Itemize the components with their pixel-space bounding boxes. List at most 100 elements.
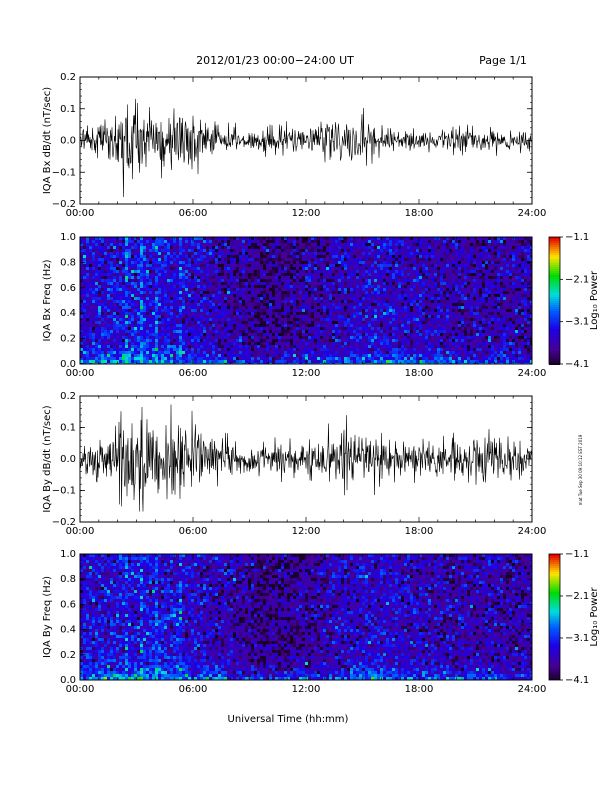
spectrogram-cell [125, 348, 128, 351]
spectrogram-cell [326, 285, 329, 288]
spectrogram-cell [134, 282, 137, 285]
spectrogram-cell [356, 243, 359, 246]
spectrogram-cell [224, 285, 227, 288]
spectrogram-cell [287, 261, 290, 264]
spectrogram-cell [290, 246, 293, 249]
spectrogram-cell [392, 294, 395, 297]
spectrogram-cell [116, 285, 119, 288]
spectrogram-cell [191, 336, 194, 339]
spectrogram-cell [236, 294, 239, 297]
spectrogram-cell [323, 243, 326, 246]
spectrogram-cell [347, 330, 350, 333]
spectrogram-cell [200, 267, 203, 270]
spectrogram-cell [182, 267, 185, 270]
spectrogram-cell [410, 351, 413, 354]
spectrogram-cell [245, 360, 248, 363]
spectrogram-cell [398, 321, 401, 324]
spectrogram-cell [110, 333, 113, 336]
spectrogram-cell [224, 300, 227, 303]
spectrogram-cell [347, 294, 350, 297]
spectrogram-cell [176, 324, 179, 327]
spectrogram-cell [275, 282, 278, 285]
spectrogram-cell [395, 243, 398, 246]
spectrogram-cell [344, 327, 347, 330]
spectrogram-cell [341, 285, 344, 288]
spectrogram-cell [263, 270, 266, 273]
spectrogram-cell [311, 249, 314, 252]
spectrogram-cell [176, 240, 179, 243]
spectrogram-cell [116, 294, 119, 297]
spectrogram-cell [149, 339, 152, 342]
spectrogram-cell [206, 315, 209, 318]
spectrogram-cell [164, 312, 167, 315]
spectrogram-cell [248, 297, 251, 300]
spectrogram-cell [125, 354, 128, 357]
spectrogram-cell [110, 258, 113, 261]
spectrogram-cell [320, 333, 323, 336]
spectrogram-cell [242, 261, 245, 264]
spectrogram-cell [194, 282, 197, 285]
spectrogram-cell [308, 240, 311, 243]
spectrogram-cell [122, 318, 125, 321]
spectrogram-cell [266, 249, 269, 252]
spectrogram-cell [338, 339, 341, 342]
spectrogram-cell [344, 276, 347, 279]
spectrogram-cell [242, 264, 245, 267]
spectrogram-cell [134, 279, 137, 282]
spectrogram-cell [140, 246, 143, 249]
spectrogram-cell [194, 339, 197, 342]
spectrogram-cell [128, 252, 131, 255]
spectrogram-cell [278, 303, 281, 306]
spectrogram-cell [101, 348, 104, 351]
spectrogram-cell [197, 294, 200, 297]
spectrogram-cell [281, 357, 284, 360]
spectrogram-cell [119, 345, 122, 348]
spectrogram-cell [356, 309, 359, 312]
spectrogram-cell [152, 348, 155, 351]
spectrogram-cell [290, 267, 293, 270]
spectrogram-cell [293, 291, 296, 294]
spectrogram-cell [176, 291, 179, 294]
spectrogram-cell [137, 252, 140, 255]
spectrogram-cell [263, 246, 266, 249]
spectrogram-cell [164, 348, 167, 351]
spectrogram-cell [239, 285, 242, 288]
spectrogram-cell [203, 327, 206, 330]
spectrogram-cell [260, 339, 263, 342]
spectrogram-cell [380, 291, 383, 294]
spectrogram-cell [185, 351, 188, 354]
spectrogram-cell [122, 324, 125, 327]
spectrogram-cell [281, 348, 284, 351]
spectrogram-cell [260, 348, 263, 351]
spectrogram-cell [218, 333, 221, 336]
spectrogram-cell [377, 306, 380, 309]
spectrogram-cell [203, 312, 206, 315]
spectrogram-cell [98, 246, 101, 249]
spectrogram-cell [338, 261, 341, 264]
spectrogram-cell [320, 270, 323, 273]
spectrogram-cell [317, 297, 320, 300]
spectrogram-cell [416, 270, 419, 273]
spectrogram-cell [239, 252, 242, 255]
spectrogram-cell [194, 306, 197, 309]
spectrogram-cell [374, 249, 377, 252]
spectrogram-cell [260, 306, 263, 309]
spectrogram-cell [269, 354, 272, 357]
spectrogram-cell [230, 252, 233, 255]
panels: −0.2−0.10.00.10.2IQA Bx dB/dt (nT/sec)00… [42, 72, 600, 695]
spectrogram-cell [167, 294, 170, 297]
spectrogram-cell [401, 297, 404, 300]
spectrogram-cell [305, 312, 308, 315]
spectrogram-cell [275, 294, 278, 297]
spectrogram-cell [338, 291, 341, 294]
spectrogram-cell [158, 261, 161, 264]
spectrogram-cell [260, 342, 263, 345]
spectrogram-cell [338, 297, 341, 300]
spectrogram-cell [368, 336, 371, 339]
spectrogram-cell [179, 276, 182, 279]
spectrogram-cell [275, 324, 278, 327]
x-tick-label: 24:00 [518, 208, 547, 219]
spectrogram-cell [200, 321, 203, 324]
spectrogram-cell [107, 318, 110, 321]
spectrogram-cell [107, 252, 110, 255]
